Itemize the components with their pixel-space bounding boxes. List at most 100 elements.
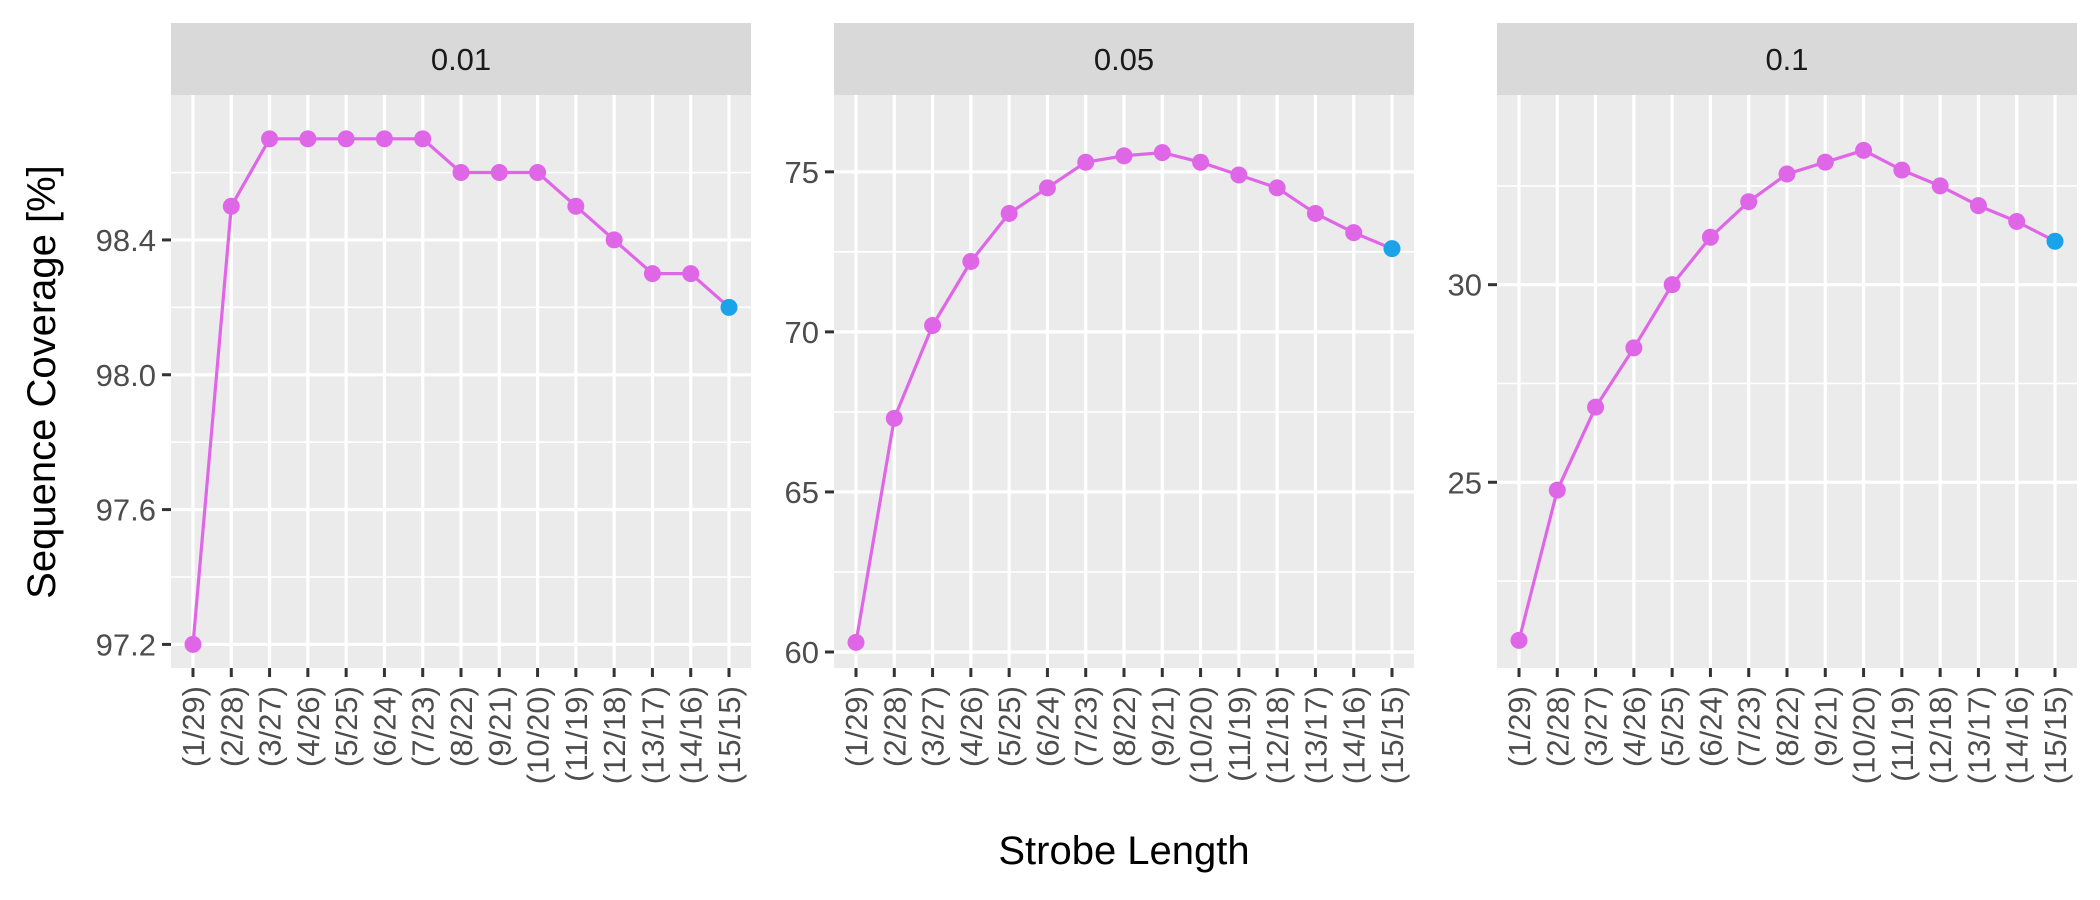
data-point	[962, 252, 980, 270]
data-point	[1548, 481, 1566, 499]
data-point	[1510, 631, 1528, 649]
facet-strip	[171, 23, 751, 95]
x-tick-label: (2/28)	[214, 686, 249, 767]
data-point	[605, 231, 623, 249]
facet-strip	[1497, 23, 2077, 95]
data-point	[1969, 197, 1987, 215]
x-tick-label: (13/17)	[635, 686, 670, 784]
highlighted-data-point	[2046, 232, 2064, 250]
data-point	[847, 633, 865, 651]
data-point	[1740, 193, 1758, 211]
x-tick-label: (14/16)	[674, 686, 709, 784]
x-tick-label: (5/25)	[992, 686, 1027, 767]
x-tick-label: (3/27)	[1579, 686, 1614, 767]
data-point	[414, 130, 432, 148]
facet-strip-label: 0.05	[1094, 42, 1154, 77]
x-axis-title: Strobe Length	[998, 829, 1249, 873]
data-point	[375, 130, 393, 148]
facet-strip	[834, 23, 1414, 95]
data-point	[567, 197, 585, 215]
y-tick-label: 30	[1448, 268, 1482, 303]
panel-2: 0.05 60 65 70 75 (1/29) (2/28) (3/27) (4/26) (5/2…	[785, 23, 1414, 784]
y-tick-label: 75	[785, 155, 819, 190]
x-tick-label: (14/16)	[1337, 686, 1372, 784]
data-point	[1268, 179, 1286, 197]
data-point	[1701, 228, 1719, 246]
data-point	[299, 130, 317, 148]
x-tick-label: (10/20)	[1847, 686, 1882, 784]
data-point	[1855, 141, 1873, 159]
data-point	[1077, 153, 1095, 171]
y-tick-label: 60	[785, 635, 819, 670]
data-point	[261, 130, 279, 148]
x-tick-label: (7/23)	[406, 686, 441, 767]
y-tick-label: 98.4	[96, 223, 156, 258]
data-point	[885, 409, 903, 427]
x-tick-label: (1/29)	[176, 686, 211, 767]
x-tick-label: (1/29)	[839, 686, 874, 767]
x-tick-label: (5/25)	[329, 686, 364, 767]
y-tick-label: 70	[785, 315, 819, 350]
x-tick-label: (7/23)	[1732, 686, 1767, 767]
panel-1: 0.01 97.2 97.6 98.0 98.4 (1/29) (2/28) (3/27) (4…	[96, 23, 751, 784]
data-point	[1230, 166, 1248, 184]
data-point	[1306, 204, 1324, 222]
y-axis-title: Sequence Coverage [%]	[20, 165, 64, 599]
data-point	[1115, 147, 1133, 165]
data-point	[1778, 165, 1796, 183]
x-tick-label: (7/23)	[1069, 686, 1104, 767]
x-tick-label: (4/26)	[954, 686, 989, 767]
data-point	[452, 164, 470, 182]
data-point	[490, 164, 508, 182]
x-tick-label: (15/15)	[2038, 686, 2073, 784]
x-tick-label: (12/18)	[597, 686, 632, 784]
data-point	[1816, 153, 1834, 171]
x-tick-label: (11/19)	[1222, 686, 1257, 782]
data-point	[1153, 144, 1171, 162]
data-point	[222, 197, 240, 215]
data-point	[1587, 398, 1605, 416]
facet-strip-label: 0.1	[1765, 42, 1808, 77]
data-point	[1192, 153, 1210, 171]
y-tick-label: 65	[785, 475, 819, 510]
data-point	[1345, 224, 1363, 242]
x-tick-label: (1/29)	[1502, 686, 1537, 767]
x-tick-label: (13/17)	[1961, 686, 1996, 784]
x-tick-label: (5/25)	[1655, 686, 1690, 767]
data-point	[643, 265, 661, 283]
data-point	[1893, 161, 1911, 179]
x-tick-label: (3/27)	[916, 686, 951, 767]
x-tick-label: (8/22)	[444, 686, 479, 767]
data-point	[1038, 179, 1056, 197]
x-tick-label: (12/18)	[1260, 686, 1295, 784]
highlighted-data-point	[1383, 240, 1401, 258]
data-point	[1931, 177, 1949, 195]
y-tick-label: 97.6	[96, 493, 156, 528]
x-tick-label: (11/19)	[1885, 686, 1920, 782]
x-tick-label: (9/21)	[1808, 686, 1843, 767]
x-tick-label: (12/18)	[1923, 686, 1958, 784]
data-point	[1663, 276, 1681, 294]
data-point	[1000, 204, 1018, 222]
x-tick-label: (9/21)	[1145, 686, 1180, 767]
x-tick-label: (14/16)	[2000, 686, 2035, 784]
facet-strip-label: 0.01	[431, 42, 491, 77]
x-tick-label: (9/21)	[482, 686, 517, 767]
highlighted-data-point	[720, 298, 738, 316]
data-point	[1625, 339, 1643, 357]
panel-3: 0.1 25 30 (1/29) (2/28) (3/27) (4/26) (5/25) (6/…	[1448, 23, 2077, 784]
data-point	[529, 164, 547, 182]
data-point	[682, 265, 700, 283]
x-tick-label: (8/22)	[1770, 686, 1805, 767]
y-tick-label: 25	[1448, 465, 1482, 500]
data-point	[2008, 212, 2026, 230]
data-point	[184, 635, 202, 653]
x-tick-label: (6/24)	[1030, 686, 1065, 767]
x-tick-label: (2/28)	[1540, 686, 1575, 767]
x-tick-label: (2/28)	[877, 686, 912, 767]
data-point	[924, 316, 942, 334]
x-tick-label: (3/27)	[253, 686, 288, 767]
x-tick-label: (13/17)	[1298, 686, 1333, 784]
x-tick-label: (4/26)	[1617, 686, 1652, 767]
